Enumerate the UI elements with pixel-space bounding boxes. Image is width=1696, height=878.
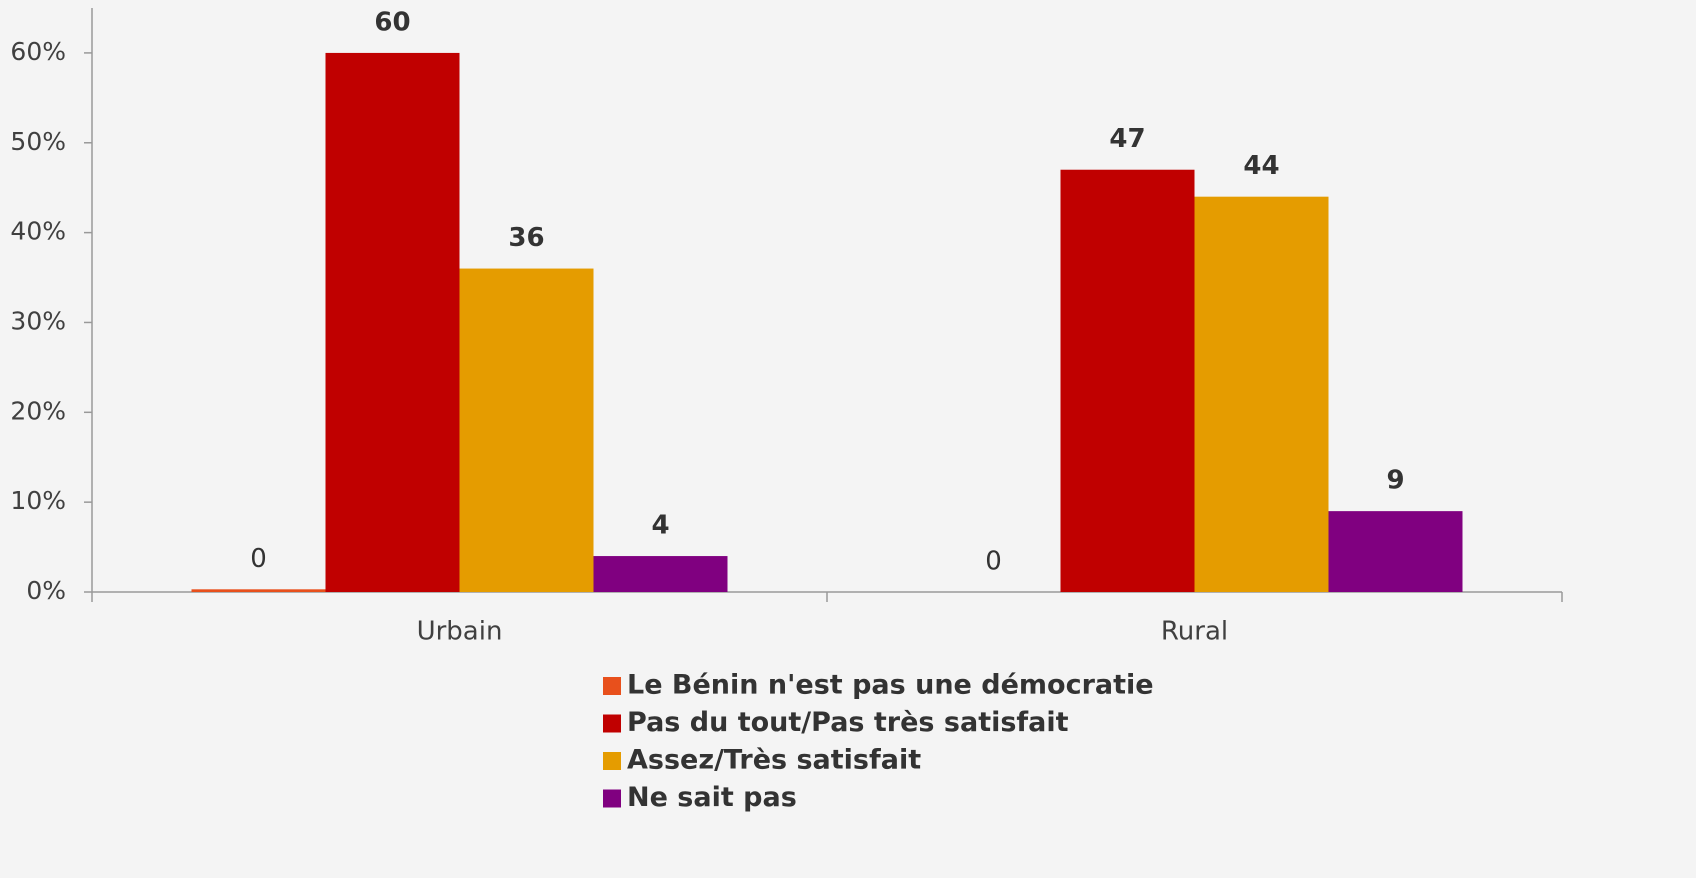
value-label: 47 <box>1109 124 1145 154</box>
value-label: 36 <box>508 223 544 253</box>
legend-swatch <box>603 752 621 770</box>
legend-swatch <box>603 789 621 808</box>
bar <box>459 268 594 592</box>
value-label: 0 <box>250 544 267 574</box>
legend-label: Pas du tout/Pas très satisfait <box>627 707 1069 738</box>
legend-swatch <box>603 677 621 695</box>
value-label: 44 <box>1243 151 1279 181</box>
y-tick-label: 10% <box>10 486 66 515</box>
legend-label: Assez/Très satisfait <box>627 745 921 776</box>
x-tick-label: Urbain <box>417 617 503 647</box>
value-label: 60 <box>374 7 410 37</box>
bar <box>191 589 326 592</box>
y-tick-label: 60% <box>10 37 66 66</box>
value-label: 0 <box>985 547 1002 577</box>
y-tick-label: 30% <box>10 306 66 335</box>
x-tick-label: Rural <box>1161 617 1228 647</box>
bar <box>593 556 728 592</box>
y-tick-label: 40% <box>10 217 66 246</box>
bar <box>1060 169 1195 592</box>
legend-label: Le Bénin n'est pas une démocratie <box>627 670 1154 701</box>
y-tick-label: 20% <box>10 396 66 425</box>
y-tick-label: 50% <box>10 127 66 156</box>
bar <box>325 52 460 592</box>
bar <box>1194 196 1329 592</box>
legend-label: Ne sait pas <box>627 782 797 813</box>
value-label: 9 <box>1386 466 1404 496</box>
legend-swatch <box>603 714 621 733</box>
y-tick-label: 0% <box>26 576 66 605</box>
value-label: 4 <box>651 511 669 541</box>
bar <box>1328 511 1463 592</box>
